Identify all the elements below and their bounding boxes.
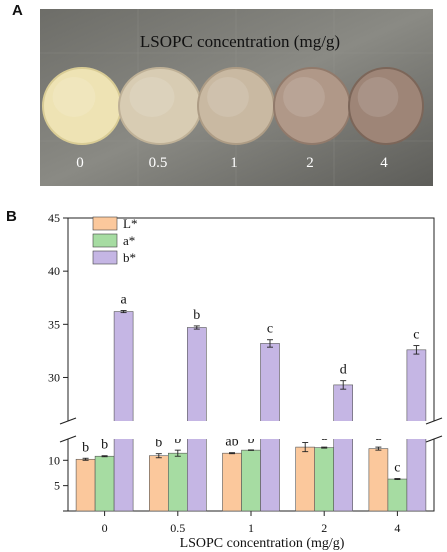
panel-a-label: A [12,2,23,19]
photo-title: LSOPC concentration (mg/g) [140,32,340,51]
significance-letter: b [155,436,162,451]
sample-label: 0 [76,155,84,171]
patty-highlight [357,77,399,117]
x-axis-label: LSOPC concentration (mg/g) [180,536,345,551]
bar [187,327,207,512]
x-tick-label: 1 [248,521,254,535]
sample-patty [348,67,424,145]
bar [333,384,354,512]
bar [94,455,115,512]
legend-swatch [92,250,118,265]
axis-break-mark [425,417,443,425]
sample-labels: 0 0.5 1 2 4 [76,155,388,171]
y-tick-label: 45 [48,211,60,225]
significance-letter: b [248,432,255,447]
significance-letter: c [394,461,400,476]
legend-label: L* [123,216,137,231]
bar [149,455,169,512]
x-tick-label: 2 [321,521,327,535]
bar [387,478,408,512]
bar [168,452,188,512]
x-tick-label: 0 [102,521,108,535]
bar [222,452,242,512]
patty-highlight [283,77,325,117]
y-tick-label: 5 [54,479,60,493]
significance-letter: d [340,363,347,378]
panel-b-label: B [6,208,17,225]
sample-label: 2 [306,155,314,171]
significance-letter: b [101,438,108,453]
patty-highlight [52,77,96,117]
legend-swatch [92,216,118,231]
axis-break-gap [58,421,436,439]
legend-label: a* [123,233,135,248]
y-tick-label: 35 [48,317,60,331]
axis-break-mark [59,417,77,425]
legend-swatch [92,233,118,248]
bar [295,446,316,512]
significance-letter: b [82,440,89,455]
bar [241,449,261,512]
axis-break-mark [59,435,77,443]
sample-label: 4 [380,155,388,171]
bar [75,458,96,512]
patty-highlight [207,77,249,117]
bar [314,447,335,512]
x-tick-label: 0.5 [170,521,185,535]
x-tick-label: 4 [394,521,400,535]
y-tick-label: 40 [48,264,60,278]
chart-bars: bbabaabbbacabcdc [58,292,443,512]
sample-photo: LSOPC concentration (mg/g) 0 0.5 1 2 4 [40,9,433,186]
sample-label: 1 [230,155,238,171]
sample-patties [42,67,424,145]
y-tick-label: 10 [48,453,60,467]
y-tick-label: 30 [48,370,60,384]
sample-label: 0.5 [149,155,168,171]
bar [113,311,134,512]
axis-break-mark [425,435,443,443]
chart-legend: L* a* b* [92,216,137,265]
patty-highlight [129,77,175,117]
significance-letter: c [267,322,273,337]
bar [368,448,389,512]
significance-letter: c [413,328,419,343]
significance-letter: b [193,308,200,323]
significance-letter: b [174,432,181,447]
legend-label: b* [123,250,136,265]
significance-letter: a [120,292,127,307]
